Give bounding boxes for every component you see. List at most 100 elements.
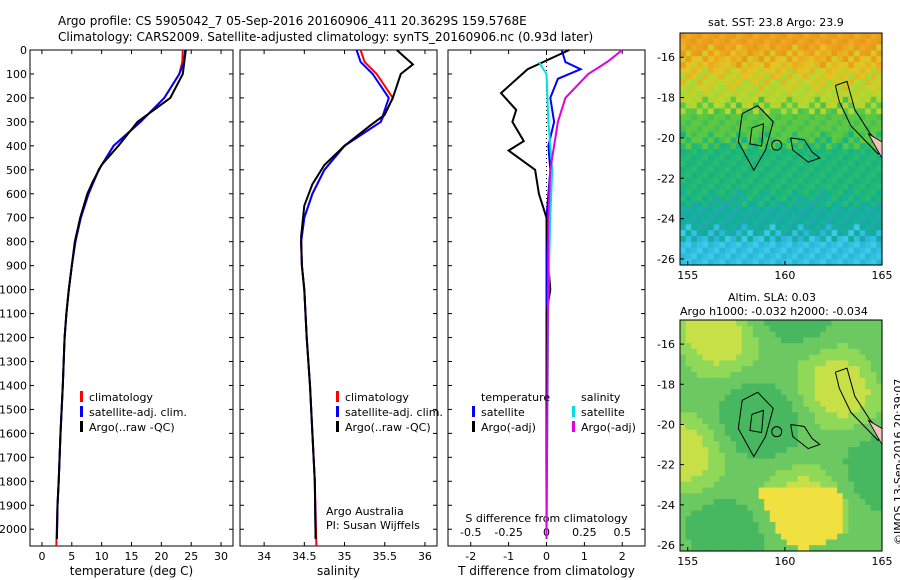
map-cell bbox=[865, 218, 872, 225]
map-cell bbox=[825, 325, 833, 333]
map-cell bbox=[870, 172, 877, 179]
map-cell bbox=[769, 62, 776, 69]
map-cell bbox=[685, 207, 692, 214]
map-cell bbox=[758, 201, 765, 208]
map-cell bbox=[837, 207, 844, 214]
map-cell bbox=[730, 429, 737, 437]
map-cell bbox=[769, 331, 776, 338]
map-cell bbox=[837, 195, 844, 202]
map-cell bbox=[786, 38, 793, 46]
map-cell bbox=[865, 241, 872, 249]
map-cell bbox=[775, 44, 782, 51]
map-cell bbox=[680, 259, 687, 266]
map-cell bbox=[842, 475, 849, 483]
map-cell bbox=[831, 348, 838, 356]
map-cell bbox=[685, 406, 692, 413]
map-cell bbox=[713, 44, 720, 51]
map-cell bbox=[719, 487, 726, 494]
map-cell bbox=[702, 331, 709, 338]
map-cell bbox=[736, 470, 743, 477]
map-cell bbox=[825, 154, 833, 162]
map-cell bbox=[708, 91, 715, 98]
map-cell bbox=[786, 325, 793, 333]
map-cell bbox=[853, 539, 861, 546]
map-cell bbox=[825, 499, 833, 506]
map-cell bbox=[696, 38, 703, 46]
map-cell bbox=[781, 96, 788, 104]
map-cell bbox=[859, 464, 866, 471]
map-cell bbox=[713, 320, 720, 327]
map-cell bbox=[865, 85, 872, 92]
map-cell bbox=[831, 354, 838, 361]
map-cell bbox=[848, 38, 855, 46]
map-cell bbox=[691, 320, 698, 327]
map-cell bbox=[814, 195, 821, 202]
map-cell bbox=[859, 406, 866, 413]
map-cell bbox=[837, 504, 844, 512]
map-cell bbox=[831, 224, 838, 231]
map-cell bbox=[764, 435, 771, 442]
map-cell bbox=[691, 441, 698, 448]
map-cell bbox=[820, 435, 827, 442]
map-cell bbox=[775, 247, 782, 254]
map-cell bbox=[769, 247, 776, 254]
map-cell bbox=[752, 230, 760, 237]
map-cell bbox=[876, 195, 883, 202]
map-cell bbox=[741, 464, 748, 471]
map-cell bbox=[792, 143, 799, 150]
map-cell bbox=[758, 406, 765, 413]
map-cell bbox=[764, 354, 771, 361]
x-axis-label: salinity bbox=[317, 564, 360, 578]
map-cell bbox=[764, 348, 771, 356]
map-cell bbox=[831, 493, 838, 500]
map-cell bbox=[814, 406, 821, 413]
map-cell bbox=[775, 189, 782, 196]
map-cell bbox=[781, 137, 788, 144]
map-cell bbox=[775, 470, 782, 477]
map-cell bbox=[792, 395, 799, 402]
map-cell bbox=[803, 172, 810, 179]
map-cell bbox=[837, 91, 844, 98]
map-cell bbox=[769, 516, 776, 523]
map-cell bbox=[848, 44, 855, 51]
map-cell bbox=[803, 539, 810, 546]
map-cell bbox=[696, 522, 703, 529]
map-cell bbox=[848, 236, 855, 243]
map-cell bbox=[814, 418, 821, 425]
map-cell bbox=[865, 259, 872, 266]
map-cell bbox=[702, 79, 709, 86]
map-cell bbox=[870, 230, 877, 237]
map-cell bbox=[696, 406, 703, 413]
map-cell bbox=[797, 418, 804, 425]
map-cell bbox=[859, 114, 866, 121]
map-cell bbox=[758, 383, 765, 390]
map-cell bbox=[730, 499, 737, 506]
map-cell bbox=[825, 458, 833, 465]
map-cell bbox=[814, 360, 821, 367]
map-cell bbox=[758, 218, 765, 225]
map-cell bbox=[752, 67, 760, 75]
map-cell bbox=[719, 383, 726, 390]
map-cell bbox=[853, 137, 861, 144]
map-cell bbox=[842, 348, 849, 356]
map-cell bbox=[853, 429, 861, 437]
map-cell bbox=[724, 207, 732, 214]
map-cell bbox=[758, 154, 765, 162]
map-cell bbox=[848, 114, 855, 121]
map-cell bbox=[719, 201, 726, 208]
map-cell bbox=[809, 120, 816, 127]
map-cell bbox=[865, 137, 872, 144]
map-cell bbox=[736, 143, 743, 150]
map-cell bbox=[865, 423, 872, 431]
map-cell bbox=[758, 195, 765, 202]
map-cell bbox=[747, 131, 754, 138]
map-cell bbox=[775, 160, 782, 167]
map-cell bbox=[736, 441, 743, 448]
map-cell bbox=[764, 154, 771, 162]
map-cell bbox=[708, 38, 715, 46]
map-cell bbox=[741, 383, 748, 390]
map-cell bbox=[842, 337, 849, 344]
map-cell bbox=[696, 91, 703, 98]
map-cell bbox=[814, 470, 821, 477]
map-cell bbox=[781, 348, 788, 356]
